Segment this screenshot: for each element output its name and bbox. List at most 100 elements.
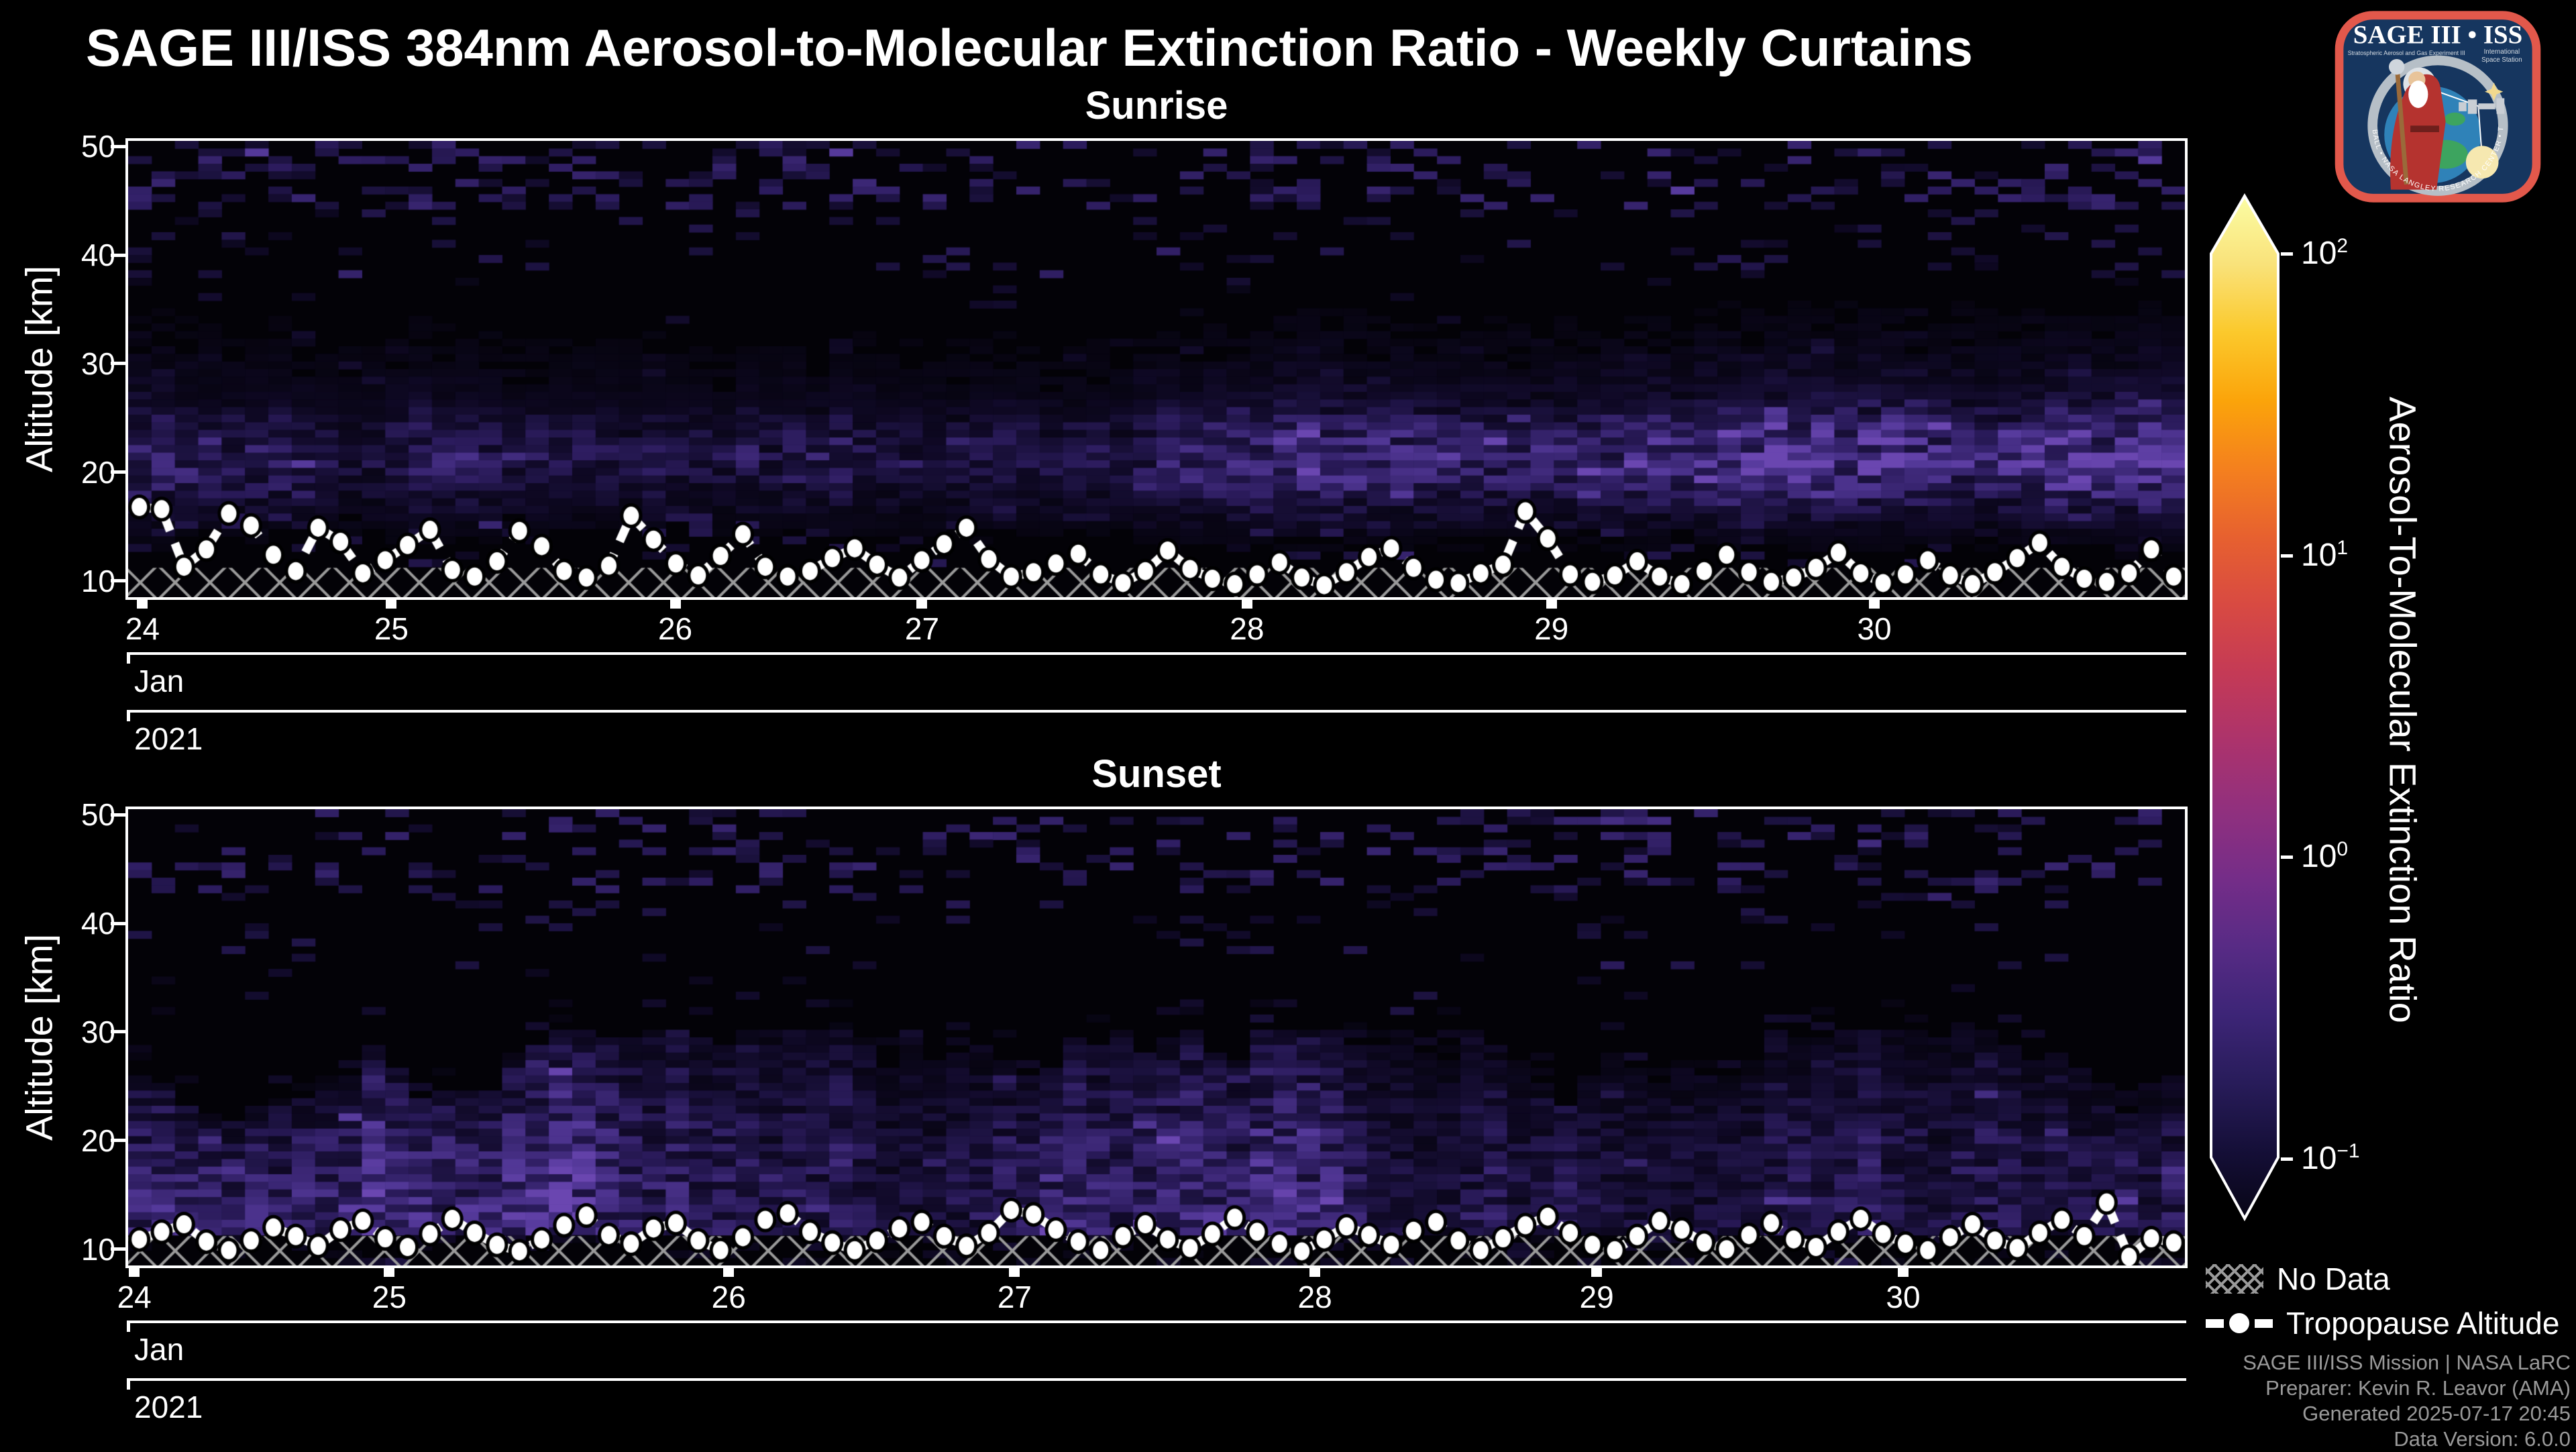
colorbar-ticklabel-1: 100 <box>2301 838 2349 874</box>
x-tick-mark-30 <box>1869 600 1880 609</box>
logo-subtitle-right-1: International <box>2484 48 2520 56</box>
colorbar <box>2210 193 2279 1221</box>
y-tick-mark-30 <box>111 362 125 366</box>
logo-iss <box>2459 98 2505 114</box>
y-tick-mark-40 <box>111 253 125 257</box>
colorbar-ticklabel-100: 102 <box>2301 235 2349 271</box>
year-axis-tick-sunset <box>127 1378 130 1390</box>
figure-title: SAGE III/ISS 384nm Aerosol-to-Molecular … <box>86 18 1973 77</box>
x-tick-label-30: 30 <box>1886 1280 1921 1314</box>
legend-label-tropopause: Tropopause Altitude <box>2286 1306 2560 1341</box>
logo-subtitle-right-2: Space Station <box>2481 56 2522 64</box>
y-tick-label-50: 50 <box>80 129 115 164</box>
y-tick-mark-40 <box>111 921 125 925</box>
x-tick-label-27: 27 <box>997 1280 1032 1314</box>
x-tick-mark-29 <box>1591 1268 1603 1277</box>
x-tick-label-24: 24 <box>117 1280 152 1314</box>
x-tick-label-25: 25 <box>374 611 409 646</box>
y-tick-mark-10 <box>111 1247 125 1251</box>
x-tick-label-28: 28 <box>1230 611 1265 646</box>
x-tick-mark-30 <box>1897 1268 1909 1277</box>
x-tick-mark-27 <box>1009 1268 1020 1277</box>
month-axis-line-sunset <box>127 1320 2186 1323</box>
y-tick-mark-50 <box>111 144 125 148</box>
x-tick-label-26: 26 <box>657 611 693 646</box>
x-tick-label-29: 29 <box>1579 1280 1614 1314</box>
month-label-sunrise: Jan <box>134 664 184 698</box>
panel-sunset: Sunset Altitude [km] 10 20 30 40 50 24 25 26 27 2… <box>0 752 2576 1424</box>
colorbar-axis-label: Aerosol-To-Molecular Extinction Ratio <box>2381 397 2424 1023</box>
x-tick-label-30: 30 <box>1857 611 1892 646</box>
month-axis-line-sunrise <box>127 652 2186 655</box>
colorbar-tick-1 <box>2281 855 2293 859</box>
legend-item-no-data: No Data <box>2206 1260 2390 1298</box>
year-axis-tick-sunrise <box>127 710 130 721</box>
x-tick-label-24: 24 <box>125 611 160 646</box>
y-tick-label-40: 40 <box>80 238 115 272</box>
x-tick-mark-28 <box>1241 600 1252 609</box>
y-tick-label-20: 20 <box>80 1123 115 1158</box>
logo-star <box>2485 82 2504 101</box>
month-axis-tick-sunset <box>127 1320 130 1332</box>
attribution-generated: Generated 2025-07-17 20:45 <box>2302 1402 2571 1425</box>
y-tick-mark-20 <box>111 1139 125 1143</box>
x-tick-mark-25 <box>384 1268 395 1277</box>
attribution-data-version: Data Version: 6.0.0 <box>2394 1427 2571 1451</box>
y-tick-label-10: 10 <box>80 563 115 599</box>
attribution-mission: SAGE III/ISS Mission | NASA LaRC <box>2243 1351 2571 1374</box>
y-tick-mark-20 <box>111 470 125 474</box>
y-tick-label-40: 40 <box>80 906 115 941</box>
panel-sunset-title: Sunset <box>1091 752 1222 796</box>
y-tick-label-30: 30 <box>80 1014 115 1049</box>
y-tick-label-10: 10 <box>80 1231 115 1267</box>
y-tick-mark-10 <box>111 579 125 583</box>
colorbar-ticklabel-0p1: 10−1 <box>2301 1140 2360 1176</box>
x-tick-mark-24 <box>129 1268 140 1277</box>
x-tick-mark-25 <box>386 600 397 609</box>
logo-wizard <box>2389 58 2446 190</box>
x-tick-label-29: 29 <box>1534 611 1569 646</box>
x-tick-label-27: 27 <box>904 611 940 646</box>
y-tick-mark-50 <box>111 813 125 817</box>
panel-sunrise: Sunrise Altitude [km] 10 20 30 40 50 24 25 26 27… <box>0 84 2576 756</box>
y-tick-label-50: 50 <box>80 797 115 833</box>
logo-subtitle-left: Stratospheric Aerosol and Gas Experiment… <box>2348 50 2465 56</box>
x-tick-mark-24 <box>137 600 148 609</box>
x-tick-mark-28 <box>1309 1268 1321 1277</box>
sage-iss-logo: SAGE III • ISS Stratospheric Aerosol and… <box>2333 9 2541 203</box>
y-tick-label-30: 30 <box>80 346 115 381</box>
x-tick-mark-27 <box>916 600 928 609</box>
year-label-sunset: 2021 <box>134 1390 203 1424</box>
colorbar-arrow-gradient <box>2210 193 2279 1221</box>
sunrise-plot-area <box>125 138 2188 600</box>
year-axis-line-sunset <box>127 1378 2186 1381</box>
x-tick-mark-26 <box>723 1268 735 1277</box>
colorbar-tick-100 <box>2281 252 2293 256</box>
legend-label-no-data: No Data <box>2277 1261 2390 1296</box>
x-tick-mark-29 <box>1546 600 1557 609</box>
x-tick-label-26: 26 <box>711 1280 746 1314</box>
y-tick-mark-30 <box>111 1030 125 1034</box>
no-data-hatch-icon <box>2206 1264 2263 1294</box>
sunrise-heatmap-canvas <box>128 141 2185 597</box>
x-tick-label-28: 28 <box>1297 1280 1332 1314</box>
attribution-block: SAGE III/ISS Mission | NASA LaRC Prepare… <box>2243 1350 2571 1452</box>
panel-sunrise-title: Sunrise <box>1085 84 1228 127</box>
logo-title: SAGE III • ISS <box>2353 21 2523 50</box>
y-tick-label-20: 20 <box>80 454 115 490</box>
month-axis-tick-sunrise <box>127 652 130 664</box>
year-axis-line-sunrise <box>127 710 2186 713</box>
colorbar-tick-0p1 <box>2281 1157 2293 1161</box>
attribution-preparer: Preparer: Kevin R. Leavor (AMA) <box>2265 1376 2571 1400</box>
month-label-sunset: Jan <box>134 1332 184 1367</box>
colorbar-tick-10 <box>2281 554 2293 558</box>
logo-orbit-ring <box>2367 55 2508 196</box>
sunset-heatmap-canvas <box>128 809 2185 1265</box>
legend-item-tropopause: Tropopause Altitude <box>2206 1304 2559 1342</box>
x-tick-mark-26 <box>669 600 681 609</box>
logo-sun <box>2465 146 2499 179</box>
tropopause-line-icon <box>2206 1308 2273 1338</box>
year-label-sunrise: 2021 <box>134 721 203 756</box>
colorbar-ticklabel-10: 101 <box>2301 537 2349 573</box>
